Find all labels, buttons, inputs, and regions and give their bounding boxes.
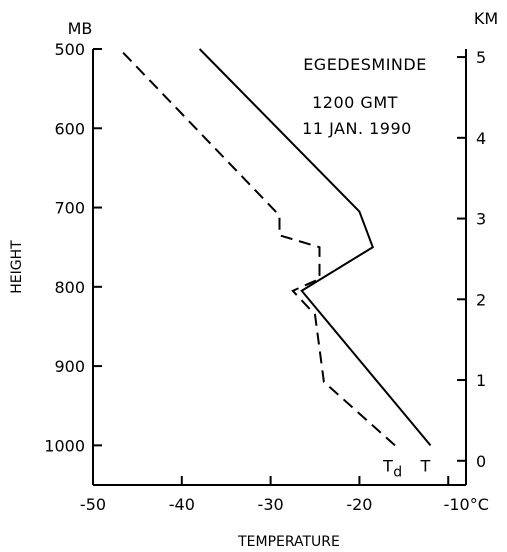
series-line-t xyxy=(198,48,432,447)
series-label-td: Td xyxy=(382,456,403,480)
time-annotation: 1200 GMT xyxy=(312,93,398,112)
x-tick-label: -30 xyxy=(258,495,284,514)
labels-group: -50 -40 -30 -20 -10°C 500 600 700 800 900 1000 0 1 2 3… xyxy=(9,9,498,550)
y-tick-label-km: 1 xyxy=(476,371,486,390)
y-tick-label-km: 4 xyxy=(476,129,486,148)
series-label-td-main: T xyxy=(382,456,393,475)
y-axis-title: HEIGHT xyxy=(9,240,25,294)
station-annotation: EGEDESMINDE xyxy=(303,55,427,74)
x-tick-label: -40 xyxy=(169,495,195,514)
x-tick-label: -20 xyxy=(346,495,372,514)
y-tick-label-mb: 800 xyxy=(54,278,85,297)
series-label-t: T xyxy=(419,456,430,475)
x-axis-title: TEMPERATURE xyxy=(237,534,340,550)
y-tick-label-mb: 900 xyxy=(54,357,85,376)
y-tick-label-mb: 600 xyxy=(54,119,85,138)
x-tick-label: -50 xyxy=(80,495,106,514)
y-tick-label-mb: 1000 xyxy=(44,436,85,455)
y-tick-label-mb: 700 xyxy=(54,199,85,218)
y-tick-label-mb: 500 xyxy=(54,40,85,59)
y-tick-label-km: 2 xyxy=(476,290,486,309)
series-label-td-sub: d xyxy=(393,464,402,480)
series-line-td xyxy=(118,48,396,447)
right-unit-label: KM xyxy=(474,9,498,28)
x-tick-label: -10°C xyxy=(444,495,489,514)
plot-group xyxy=(118,48,432,447)
date-annotation: 11 JAN. 1990 xyxy=(302,119,412,138)
y-tick-label-km: 0 xyxy=(476,452,486,471)
y-tick-label-km: 3 xyxy=(476,210,486,229)
axes-group xyxy=(92,48,467,486)
left-unit-label: MB xyxy=(68,19,93,38)
y-tick-label-km: 5 xyxy=(476,48,486,67)
